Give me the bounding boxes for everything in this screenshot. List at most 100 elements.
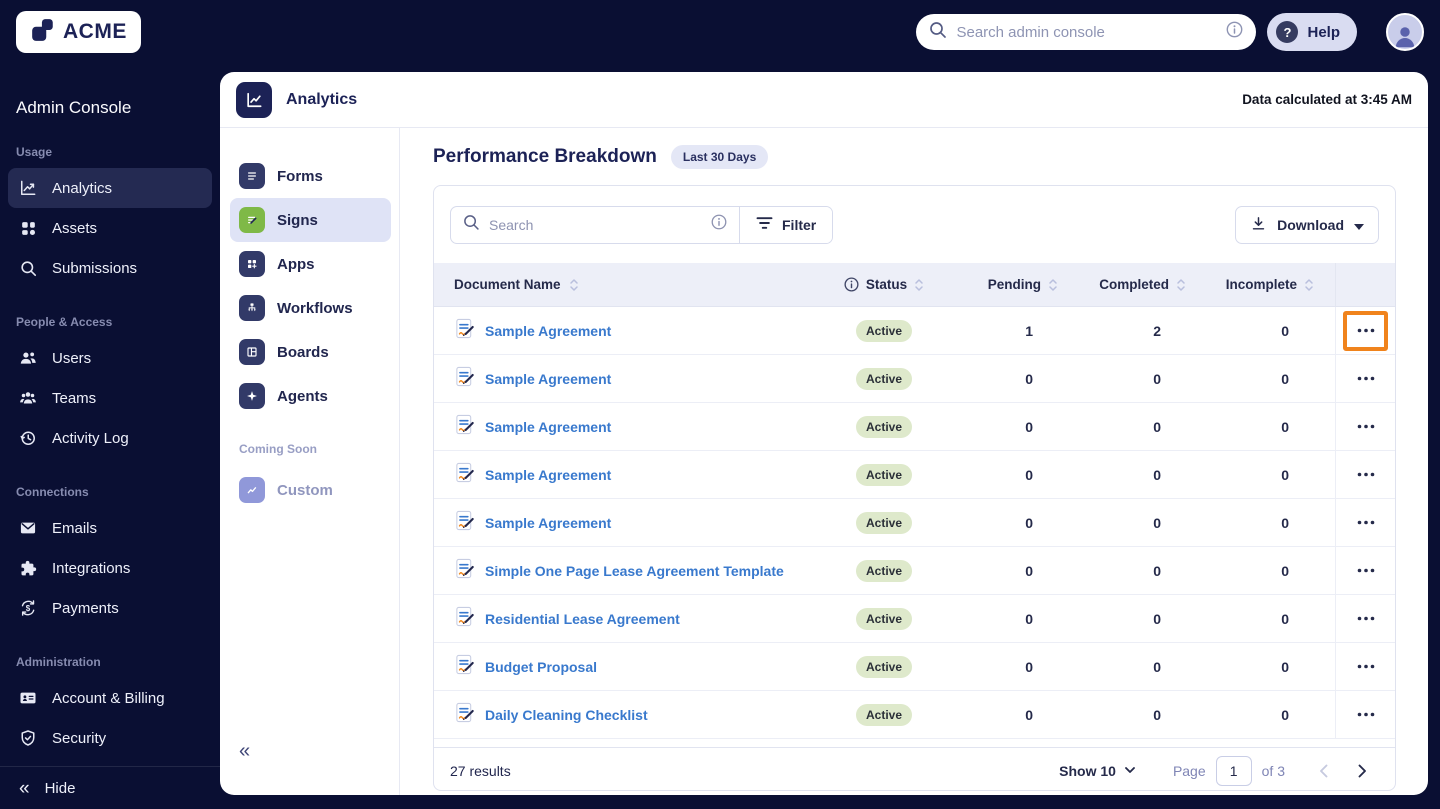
sidebar-item-payments[interactable]: $ Payments bbox=[8, 588, 212, 628]
sign-document-icon bbox=[454, 605, 475, 633]
completed-value: 0 bbox=[1153, 370, 1161, 387]
document-link[interactable]: Daily Cleaning Checklist bbox=[485, 706, 648, 723]
nav-item-agents[interactable]: Agents bbox=[230, 374, 391, 418]
row-actions-button[interactable] bbox=[1343, 454, 1388, 495]
show-per-page-select[interactable]: Show 10 bbox=[1059, 763, 1135, 779]
nav-item-label: Apps bbox=[277, 255, 315, 273]
status-badge: Active bbox=[855, 463, 913, 486]
document-link[interactable]: Sample Agreement bbox=[485, 322, 612, 339]
info-icon[interactable] bbox=[711, 214, 727, 235]
ellipsis-icon bbox=[1357, 712, 1374, 717]
product-nav: Forms Signs Apps Workflows bbox=[220, 128, 400, 795]
status-badge: Active bbox=[855, 415, 913, 438]
workflows-icon bbox=[239, 295, 265, 321]
sidebar-item-integrations[interactable]: Integrations bbox=[8, 548, 212, 588]
column-header-incomplete[interactable]: Incomplete bbox=[1207, 263, 1335, 306]
column-header-completed[interactable]: Completed bbox=[1079, 263, 1207, 306]
status-badge: Active bbox=[855, 607, 913, 630]
sidebar-item-teams[interactable]: Teams bbox=[8, 378, 212, 418]
table-row: Daily Cleaning Checklist Active 0 0 0 bbox=[434, 691, 1395, 739]
sidebar-item-assets[interactable]: Assets bbox=[8, 208, 212, 248]
page-number-input[interactable] bbox=[1215, 755, 1252, 786]
document-link[interactable]: Sample Agreement bbox=[485, 514, 612, 531]
row-actions-button[interactable] bbox=[1343, 646, 1388, 687]
sidebar-item-label: Analytics bbox=[52, 179, 113, 197]
nav-item-label: Workflows bbox=[277, 299, 353, 317]
download-button[interactable]: Download bbox=[1235, 205, 1379, 244]
row-actions-button[interactable] bbox=[1343, 358, 1388, 399]
sidebar-hide-button[interactable]: « Hide bbox=[0, 766, 220, 809]
nav-item-forms[interactable]: Forms bbox=[230, 154, 391, 198]
sign-document-icon bbox=[454, 509, 475, 537]
table-row: Sample Agreement Active 0 0 0 bbox=[434, 451, 1395, 499]
sort-icon bbox=[1049, 278, 1057, 291]
sign-document-icon bbox=[454, 461, 475, 489]
row-actions-button[interactable] bbox=[1343, 502, 1388, 543]
document-link[interactable]: Sample Agreement bbox=[485, 466, 612, 483]
incomplete-value: 0 bbox=[1281, 610, 1289, 627]
sidebar-item-label: Activity Log bbox=[52, 429, 129, 447]
signs-icon bbox=[239, 207, 265, 233]
nav-item-label: Boards bbox=[277, 343, 329, 361]
row-actions-button[interactable] bbox=[1343, 694, 1388, 735]
nav-item-boards[interactable]: Boards bbox=[230, 330, 391, 374]
nav-item-signs[interactable]: Signs bbox=[230, 198, 391, 242]
row-actions-button[interactable] bbox=[1343, 550, 1388, 591]
nav-collapse-button[interactable]: « bbox=[239, 740, 251, 762]
content-area: Performance Breakdown Last 30 Days bbox=[400, 128, 1428, 795]
sidebar-item-security[interactable]: Security bbox=[8, 718, 212, 758]
sidebar-item-account-billing[interactable]: Account & Billing bbox=[8, 678, 212, 718]
column-header-pending[interactable]: Pending bbox=[959, 263, 1079, 306]
sign-document-icon bbox=[454, 557, 475, 585]
row-actions-button[interactable] bbox=[1343, 310, 1388, 351]
teams-icon bbox=[18, 388, 38, 408]
sidebar-item-activity-log[interactable]: Activity Log bbox=[8, 418, 212, 458]
nav-item-label: Signs bbox=[277, 211, 318, 229]
pending-value: 0 bbox=[1025, 610, 1033, 627]
nav-item-label: Agents bbox=[277, 387, 328, 405]
download-label: Download bbox=[1277, 216, 1344, 233]
pending-value: 0 bbox=[1025, 466, 1033, 483]
sidebar: Admin Console Usage Analytics Assets Sub… bbox=[0, 64, 220, 809]
pending-value: 0 bbox=[1025, 706, 1033, 723]
document-link[interactable]: Simple One Page Lease Agreement Template bbox=[485, 562, 784, 579]
previous-page-button[interactable] bbox=[1319, 764, 1328, 778]
row-actions-button[interactable] bbox=[1343, 406, 1388, 447]
row-actions-button[interactable] bbox=[1343, 598, 1388, 639]
custom-icon bbox=[239, 477, 265, 503]
nav-item-apps[interactable]: Apps bbox=[230, 242, 391, 286]
document-link[interactable]: Residential Lease Agreement bbox=[485, 610, 680, 627]
column-header-status[interactable]: Status bbox=[809, 263, 959, 306]
chevron-down-icon bbox=[1125, 767, 1135, 773]
users-icon bbox=[18, 348, 38, 368]
document-link[interactable]: Sample Agreement bbox=[485, 418, 612, 435]
info-icon[interactable] bbox=[1226, 21, 1243, 43]
sidebar-item-analytics[interactable]: Analytics bbox=[8, 168, 212, 208]
analytics-app-icon bbox=[236, 81, 272, 118]
avatar[interactable] bbox=[1386, 13, 1424, 51]
column-header-document-name[interactable]: Document Name bbox=[434, 263, 809, 306]
id-card-icon bbox=[18, 688, 38, 708]
sort-icon bbox=[569, 278, 578, 291]
document-link[interactable]: Budget Proposal bbox=[485, 658, 598, 675]
completed-value: 0 bbox=[1153, 658, 1161, 675]
sidebar-item-emails[interactable]: Emails bbox=[8, 508, 212, 548]
admin-search-box bbox=[916, 14, 1257, 50]
filter-button[interactable]: Filter bbox=[739, 206, 833, 243]
document-link[interactable]: Sample Agreement bbox=[485, 370, 612, 387]
sidebar-item-label: Payments bbox=[52, 599, 119, 617]
analytics-panel: Analytics Data calculated at 3:45 AM For… bbox=[220, 72, 1428, 795]
sidebar-item-submissions[interactable]: Submissions bbox=[8, 248, 212, 288]
next-page-button[interactable] bbox=[1358, 764, 1367, 778]
help-button[interactable]: ? Help bbox=[1267, 13, 1357, 51]
sidebar-item-users[interactable]: Users bbox=[8, 338, 212, 378]
nav-item-workflows[interactable]: Workflows bbox=[230, 286, 391, 330]
incomplete-value: 0 bbox=[1281, 466, 1289, 483]
acme-logo[interactable]: ACME bbox=[16, 11, 141, 53]
person-icon bbox=[1395, 27, 1415, 48]
table-header: Document Name Status Pending Completed bbox=[434, 263, 1395, 307]
admin-search-input[interactable] bbox=[956, 23, 1218, 41]
table-row: Sample Agreement Active 1 2 0 bbox=[434, 307, 1395, 355]
table-toolbar: Filter Download bbox=[434, 186, 1395, 263]
table-search-input[interactable] bbox=[489, 216, 702, 233]
